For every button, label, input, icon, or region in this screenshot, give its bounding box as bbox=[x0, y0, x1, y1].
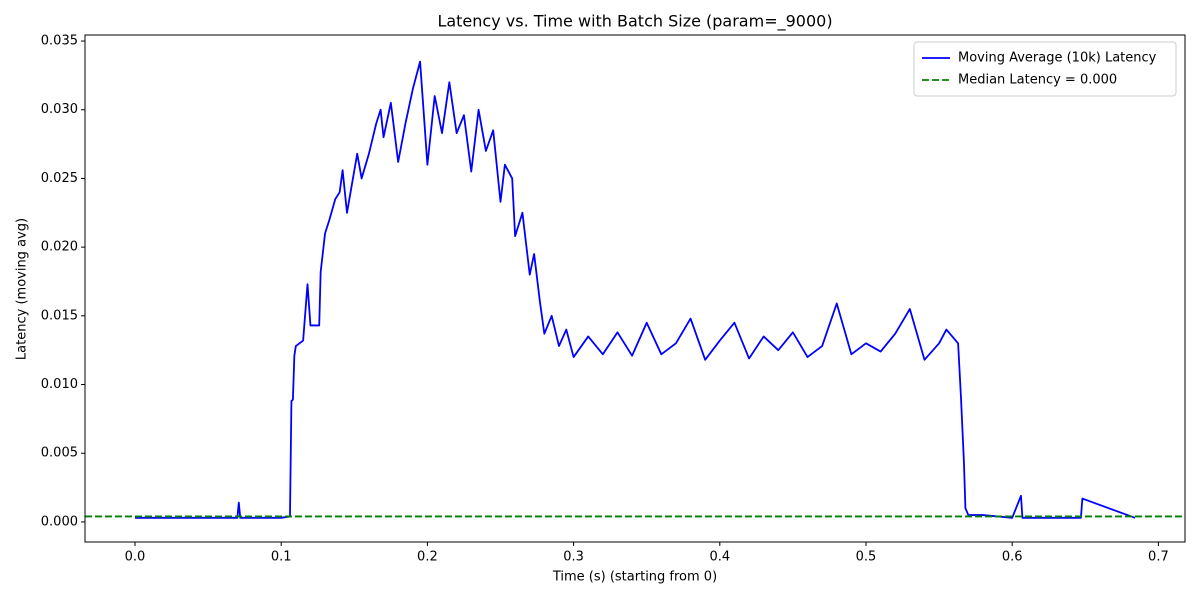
y-tick-label: 0.025 bbox=[41, 171, 78, 186]
legend-label: Median Latency = 0.000 bbox=[958, 73, 1117, 88]
y-tick-label: 0.020 bbox=[41, 240, 78, 255]
x-tick-label: 0.6 bbox=[1002, 550, 1023, 565]
legend-box bbox=[913, 41, 1177, 97]
x-tick-label: 0.0 bbox=[125, 550, 146, 565]
y-tick-label: 0.005 bbox=[41, 446, 78, 461]
x-tick-label: 0.7 bbox=[1148, 550, 1169, 565]
y-axis-label: Latency (moving avg) bbox=[15, 218, 30, 360]
x-axis-label: Time (s) (starting from 0) bbox=[552, 570, 717, 585]
plot-frame bbox=[84, 34, 1186, 543]
y-tick-label: 0.010 bbox=[41, 377, 78, 392]
y-tick-label: 0.015 bbox=[41, 308, 78, 323]
y-tick-label: 0.030 bbox=[41, 102, 78, 117]
x-tick-label: 0.3 bbox=[563, 550, 584, 565]
chart-title: Latency vs. Time with Batch Size (param=… bbox=[437, 12, 832, 32]
x-tick-label: 0.2 bbox=[417, 550, 438, 565]
y-tick-label: 0.000 bbox=[41, 514, 78, 529]
x-tick-label: 0.1 bbox=[271, 550, 292, 565]
data-line bbox=[135, 60, 1136, 519]
y-tick-label: 0.035 bbox=[41, 34, 78, 49]
x-tick-label: 0.4 bbox=[709, 550, 730, 565]
legend-label: Moving Average (10k) Latency bbox=[958, 51, 1157, 66]
x-tick-label: 0.5 bbox=[856, 550, 877, 565]
